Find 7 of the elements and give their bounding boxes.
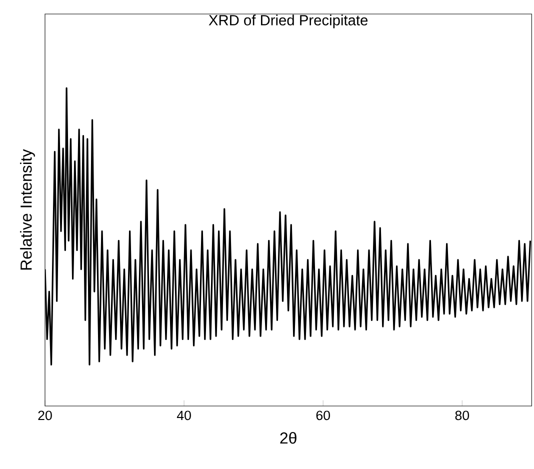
x-axis-title: 2θ: [280, 432, 296, 444]
x-tick-label: 80: [455, 410, 470, 420]
chart-title: XRD of Dried Precipitate: [208, 14, 368, 28]
x-tick-label: 40: [176, 410, 191, 420]
x-tick-label: 60: [316, 410, 330, 420]
y-axis-title: Relative Intensity: [20, 149, 35, 270]
x-tick-label: 20: [38, 410, 52, 420]
